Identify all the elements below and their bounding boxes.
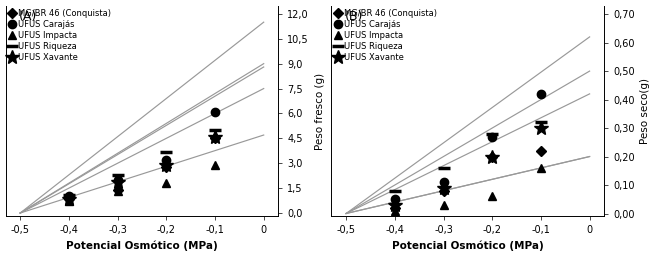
Y-axis label: Peso fresco (g): Peso fresco (g) — [314, 72, 325, 150]
Text: (B): (B) — [345, 10, 363, 23]
Legend: MG/BR 46 (Conquista), UFUS Carajás, UFUS Impacta, UFUS Riqueza, UFUS Xavante: MG/BR 46 (Conquista), UFUS Carajás, UFUS… — [8, 8, 112, 63]
Text: (A): (A) — [19, 10, 37, 23]
X-axis label: Potencial Osmótico (MPa): Potencial Osmótico (MPa) — [66, 241, 218, 251]
Y-axis label: Peso seco(g): Peso seco(g) — [640, 78, 651, 144]
Legend: MG/BR 46 (Conquista), UFUS Carajás, UFUS Impacta, UFUS Riqueza, UFUS Xavante: MG/BR 46 (Conquista), UFUS Carajás, UFUS… — [334, 8, 438, 63]
X-axis label: Potencial Osmótico (MPa): Potencial Osmótico (MPa) — [392, 241, 544, 251]
